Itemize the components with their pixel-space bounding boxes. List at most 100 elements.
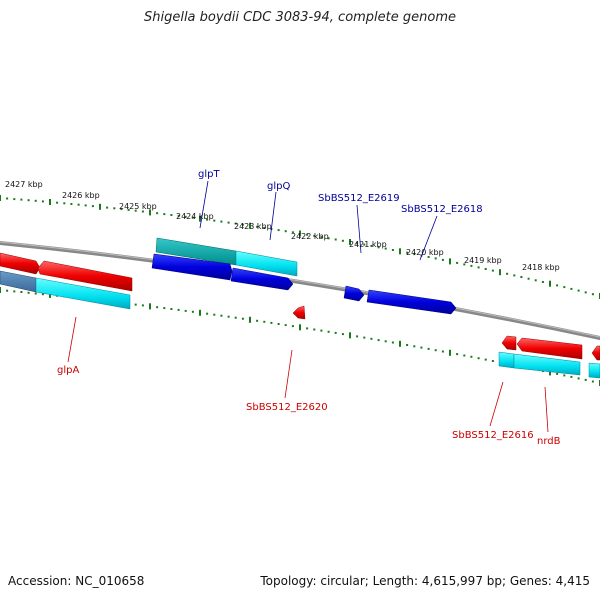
minor-tick xyxy=(491,360,494,362)
minor-tick xyxy=(370,337,373,340)
minor-tick xyxy=(20,198,23,201)
gene-feature-right-red[interactable] xyxy=(591,345,600,361)
major-tick xyxy=(199,215,201,222)
minor-tick xyxy=(441,350,444,353)
tick-label-2421: 2421 kbp xyxy=(349,240,387,249)
minor-tick xyxy=(306,327,309,330)
minor-tick xyxy=(56,201,59,204)
label-glpT[interactable]: glpT xyxy=(198,169,220,180)
minor-tick xyxy=(334,331,337,334)
gene-feature-left-red-1[interactable] xyxy=(0,252,41,275)
minor-tick xyxy=(141,304,144,307)
minor-tick xyxy=(34,292,37,295)
minor-tick xyxy=(456,261,459,264)
minor-tick xyxy=(591,293,594,296)
minor-tick xyxy=(177,214,180,217)
minor-tick xyxy=(341,239,344,242)
minor-tick xyxy=(191,310,194,313)
minor-tick xyxy=(41,200,44,203)
minor-tick xyxy=(570,287,573,290)
tick-label-2424: 2424 kbp xyxy=(176,212,214,221)
major-tick xyxy=(449,349,451,356)
minor-tick xyxy=(341,333,344,336)
minor-tick xyxy=(320,329,323,332)
gene-feature-nrdB[interactable] xyxy=(516,337,583,360)
leader-E2618 xyxy=(419,215,438,261)
minor-tick xyxy=(277,323,280,325)
minor-tick xyxy=(291,325,294,328)
minor-tick xyxy=(163,307,166,310)
major-tick xyxy=(149,303,151,310)
gene-feature-glpA[interactable] xyxy=(37,260,133,292)
gene-feature-E2619[interactable] xyxy=(343,285,365,302)
minor-tick xyxy=(120,208,123,211)
minor-tick xyxy=(477,266,480,269)
minor-tick xyxy=(456,353,459,356)
minor-tick xyxy=(184,309,187,312)
label-glpA[interactable]: glpA xyxy=(57,365,79,376)
minor-tick xyxy=(406,344,409,346)
label-leaders xyxy=(67,180,549,433)
minor-tick xyxy=(541,281,544,283)
tick-label-2423: 2423 kbp xyxy=(234,222,272,231)
label-E2619[interactable]: SbBS512_E2619 xyxy=(318,193,400,204)
major-tick xyxy=(349,332,351,339)
minor-tick xyxy=(391,249,394,251)
minor-tick xyxy=(463,354,466,357)
minor-tick xyxy=(406,251,409,254)
minor-tick xyxy=(13,198,16,201)
major-tick xyxy=(249,222,251,229)
minor-tick xyxy=(584,291,587,294)
gene-feature-E2616[interactable] xyxy=(501,335,517,351)
minor-tick xyxy=(234,316,237,319)
minor-tick xyxy=(256,225,259,228)
major-tick xyxy=(249,316,251,323)
minor-tick xyxy=(391,341,394,344)
minor-tick xyxy=(127,208,130,211)
accession-text: Accession: NC_010658 xyxy=(8,574,145,588)
minor-tick xyxy=(227,221,230,224)
minor-tick xyxy=(191,216,194,219)
minor-tick xyxy=(513,274,516,277)
label-E2616[interactable]: SbBS512_E2616 xyxy=(452,430,534,441)
gene-feature-E2620[interactable] xyxy=(292,305,306,320)
label-nrdB[interactable]: nrdB xyxy=(537,436,561,447)
minor-tick xyxy=(570,375,573,378)
minor-tick xyxy=(256,319,259,322)
minor-tick xyxy=(441,258,444,261)
minor-tick xyxy=(34,199,37,202)
major-tick xyxy=(149,209,151,216)
minor-tick xyxy=(484,358,487,361)
tick-label-2425: 2425 kbp xyxy=(119,202,157,211)
minor-tick xyxy=(563,286,566,289)
minor-tick xyxy=(363,336,366,339)
minor-tick xyxy=(356,335,359,338)
tick-label-2418: 2418 kbp xyxy=(522,263,560,272)
gene-feature-right-cyan[interactable] xyxy=(588,362,600,379)
label-E2620[interactable]: SbBS512_E2620 xyxy=(246,402,328,413)
major-tick xyxy=(99,203,101,210)
gene-feature-E2616-cds[interactable] xyxy=(498,351,515,369)
minor-tick xyxy=(370,244,373,247)
gene-feature-nrdB-cds[interactable] xyxy=(513,353,581,376)
minor-tick xyxy=(170,308,173,310)
label-E2618[interactable]: SbBS512_E2618 xyxy=(401,204,483,215)
minor-tick xyxy=(413,253,416,256)
minor-tick xyxy=(220,314,223,317)
gene-feature-glpQ[interactable] xyxy=(235,250,298,277)
minor-tick xyxy=(41,293,44,296)
leader-glpT xyxy=(199,180,209,229)
minor-tick xyxy=(477,357,480,360)
minor-tick xyxy=(163,213,166,216)
minor-tick xyxy=(241,317,244,320)
label-glpQ[interactable]: glpQ xyxy=(267,181,290,192)
gene-feature-E2618[interactable] xyxy=(366,289,457,315)
gene-feature-left-cyan[interactable] xyxy=(35,277,131,310)
gene-feature-glpT-blue[interactable] xyxy=(151,253,233,281)
minor-tick xyxy=(220,220,223,223)
gene-feature-left-steel[interactable] xyxy=(0,270,37,293)
minor-tick xyxy=(277,229,280,232)
minor-tick xyxy=(377,246,380,249)
minor-tick xyxy=(213,313,216,316)
gene-feature-glpQ-blue[interactable] xyxy=(230,267,294,291)
